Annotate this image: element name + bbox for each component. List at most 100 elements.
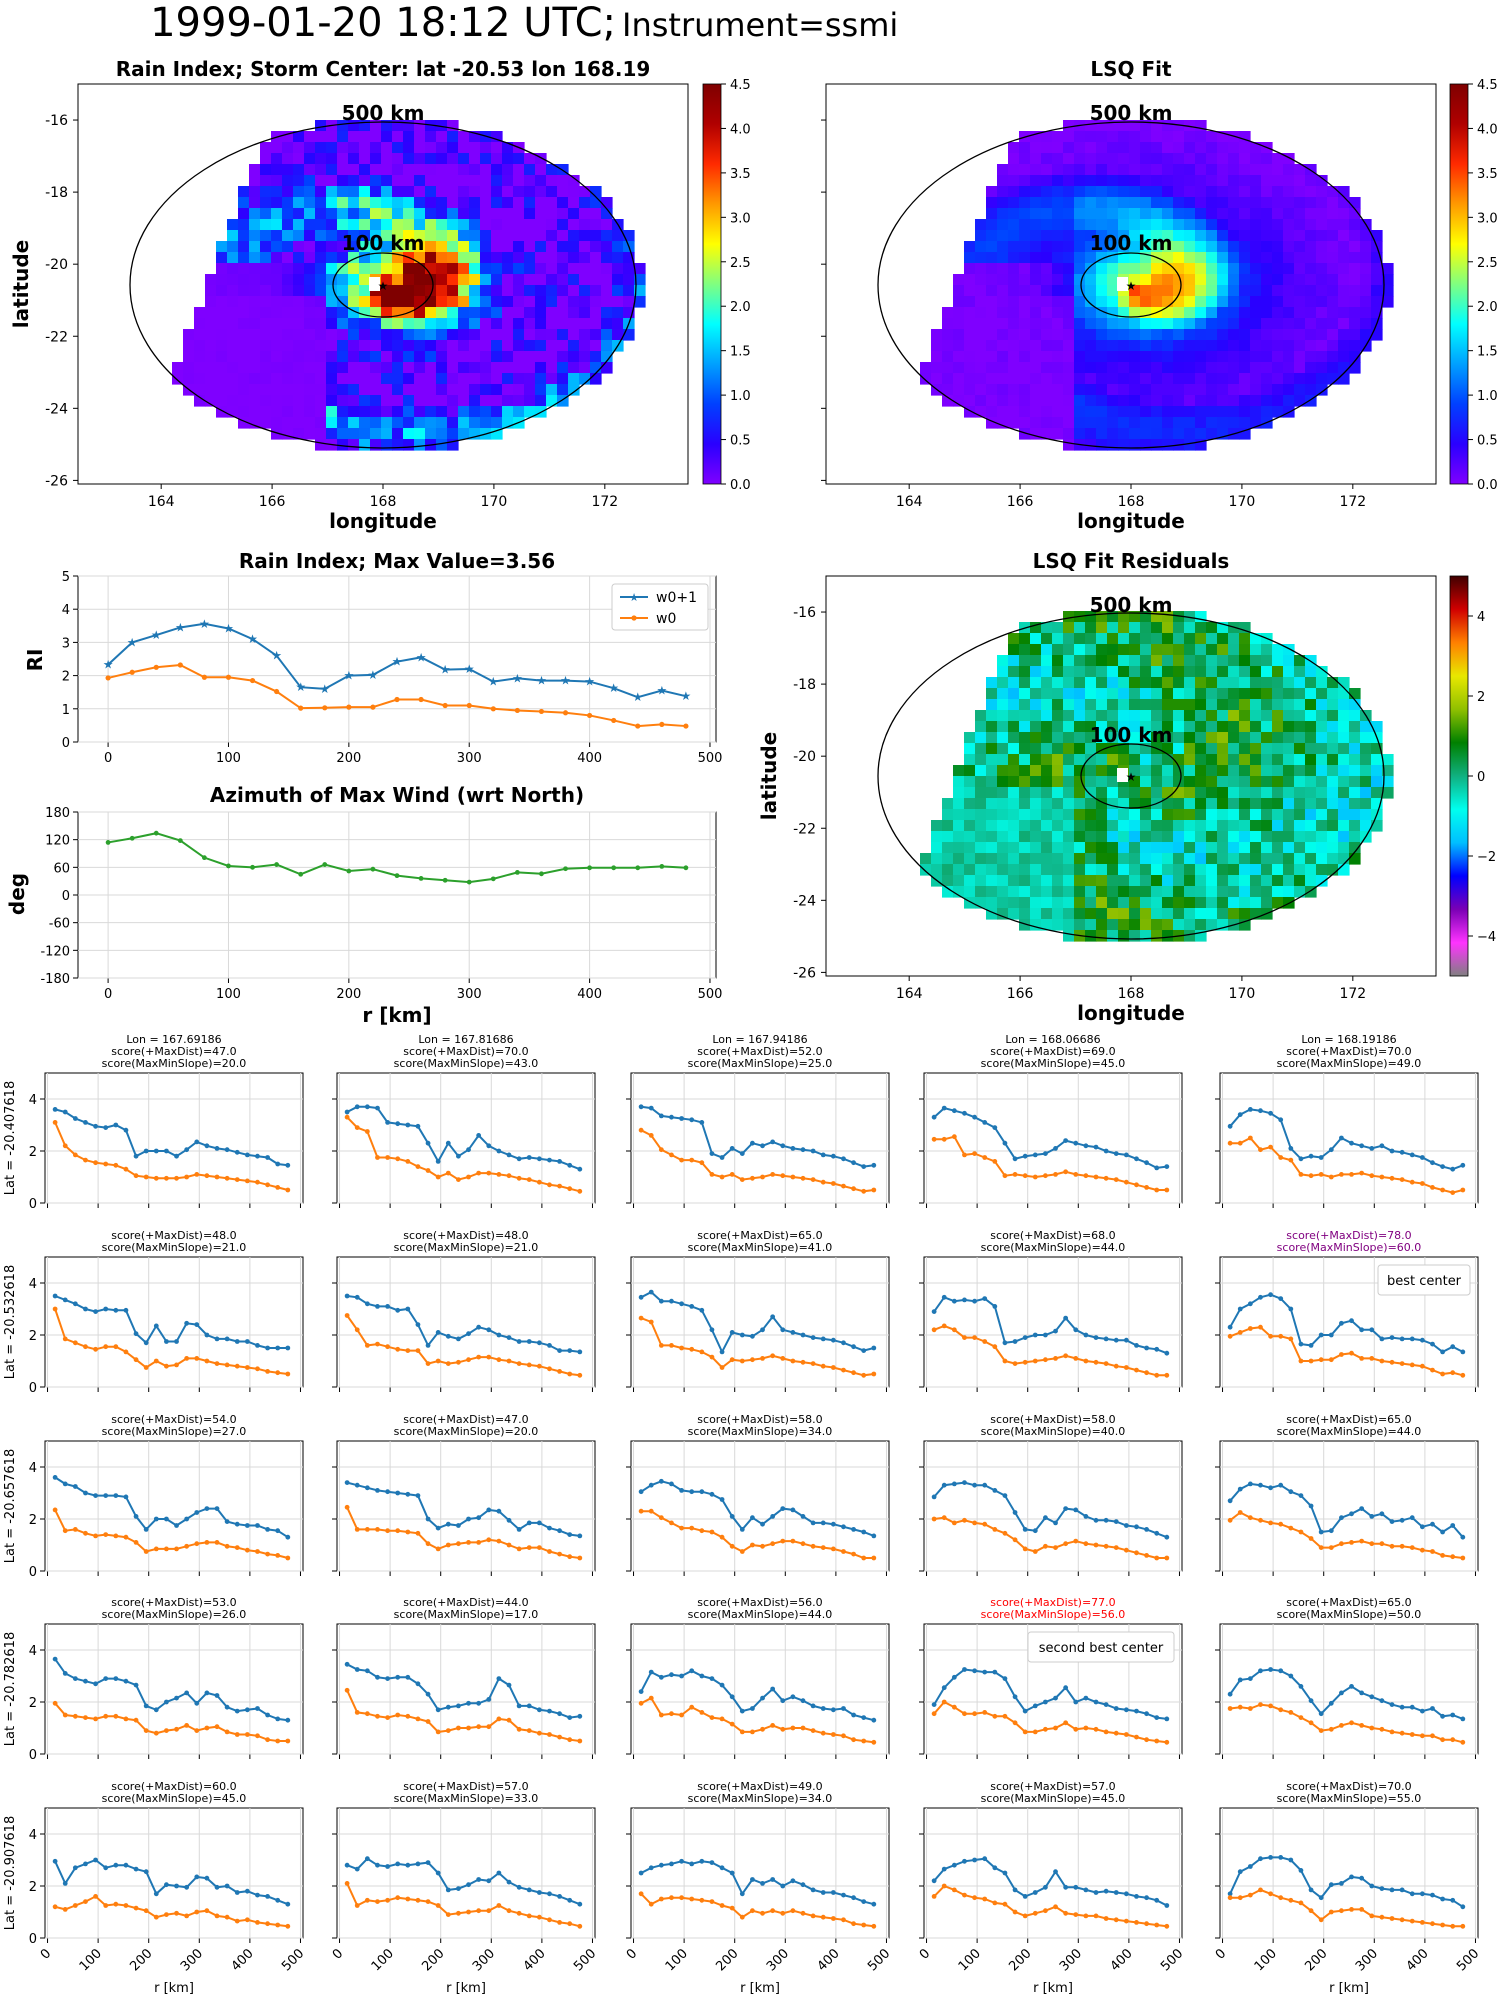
field-cell (568, 230, 580, 242)
w0p1-point (648, 1669, 654, 1675)
w0-point (526, 1177, 532, 1182)
field-cell (403, 373, 415, 385)
field-cell (997, 197, 1009, 209)
field-cell (183, 351, 195, 363)
field-cell (425, 351, 437, 363)
field-cell (1272, 241, 1284, 253)
w0p1-point (224, 1883, 230, 1889)
field-cell (546, 296, 558, 308)
field-cell (1162, 853, 1174, 865)
field-cell (1316, 274, 1328, 286)
w0p1-point (143, 1703, 149, 1709)
w0p1-point (962, 1110, 967, 1116)
field-cell (1129, 919, 1141, 931)
w0-point (557, 1920, 562, 1925)
field-cell (1217, 351, 1229, 363)
w0-point (1308, 1536, 1314, 1541)
field-cell (370, 406, 382, 418)
field-cell (194, 384, 206, 396)
field-cell (359, 307, 371, 319)
field-cell (1129, 776, 1141, 788)
field-cell (975, 252, 987, 264)
w0-point (214, 1724, 220, 1730)
map-xtick-label: 172 (591, 494, 618, 510)
w0p1-point (113, 1862, 119, 1868)
field-cell (524, 186, 536, 198)
w0-point (103, 1903, 109, 1908)
field-cell (1316, 765, 1328, 777)
field-cell (1074, 655, 1086, 667)
field-cell (1096, 241, 1108, 253)
field-cell (1052, 809, 1064, 821)
w0-point (538, 708, 545, 715)
field-cell (1195, 710, 1207, 722)
field-cell (1107, 164, 1119, 176)
ri-legend: ★ w0+1w0 (611, 583, 709, 631)
field-cell (1151, 688, 1163, 700)
w0p1-point (1318, 1711, 1324, 1717)
field-cell (1019, 230, 1031, 242)
w0-point (275, 1370, 281, 1376)
field-cell (1030, 666, 1042, 678)
field-cell (1184, 930, 1196, 942)
field-cell (942, 820, 954, 832)
w0p1-point (415, 1493, 421, 1498)
field-cell (1272, 864, 1284, 876)
field-cell (1052, 864, 1064, 876)
w0-point (871, 1187, 877, 1193)
field-cell (260, 241, 272, 253)
field-cell (381, 428, 393, 440)
w0p1-point (1268, 1292, 1273, 1298)
w0-point (536, 1179, 542, 1185)
w0-point (174, 1175, 179, 1181)
w0-point (415, 1530, 421, 1536)
w0-point (201, 674, 207, 680)
field-cell (1162, 820, 1174, 832)
field-cell (337, 340, 349, 352)
field-cell (502, 384, 514, 396)
w0p1-point (425, 1343, 431, 1348)
axes-frame (630, 1623, 890, 1755)
candidate-panel-r2-c5: score(+MaxDist)=78.0score(MaxMinSlope)=6… (1215, 1229, 1479, 1392)
w0p1-point (1002, 1340, 1008, 1346)
field-cell (557, 307, 569, 319)
field-cell (1074, 732, 1086, 744)
field-cell (1008, 351, 1020, 363)
w0p1-point (1012, 1339, 1018, 1344)
w0-point (265, 1921, 270, 1927)
field-cell (1228, 296, 1240, 308)
w0-point (1053, 1172, 1058, 1177)
field-cell (546, 395, 558, 407)
field-cell (1217, 153, 1229, 165)
w0p1-point: ★ (416, 650, 427, 664)
w0p1-point: ★ (199, 617, 210, 631)
field-cell (1239, 296, 1251, 308)
map1-yticks (821, 119, 826, 481)
field-cell (623, 307, 635, 319)
field-cell (271, 153, 283, 165)
field-cell (1162, 908, 1174, 920)
field-cell (1371, 307, 1383, 319)
w0-point (1359, 1723, 1365, 1728)
field-cell (524, 406, 536, 418)
field-cell (480, 230, 492, 242)
w0-point (415, 1716, 421, 1722)
w0p1-point (951, 1481, 957, 1487)
w0p1-point (466, 1516, 471, 1522)
field-cell (315, 120, 327, 132)
field-cell (1173, 743, 1185, 755)
xtick-label: 300 (764, 1946, 792, 1974)
field-cell (1041, 263, 1053, 275)
field-cell (1283, 864, 1295, 876)
field-cell (304, 274, 316, 286)
panel-score-maxdist: score(+MaxDist)=47.0 (403, 1413, 528, 1426)
w0-point (526, 1913, 532, 1919)
field-cell (1052, 351, 1064, 363)
field-cell (1217, 765, 1229, 777)
field-cell (1074, 208, 1086, 220)
field-cell (1272, 677, 1284, 689)
w0p1-point (1134, 1156, 1139, 1162)
field-cell (1096, 644, 1108, 656)
field-cell (1195, 743, 1207, 755)
w0p1-point (456, 1886, 461, 1891)
